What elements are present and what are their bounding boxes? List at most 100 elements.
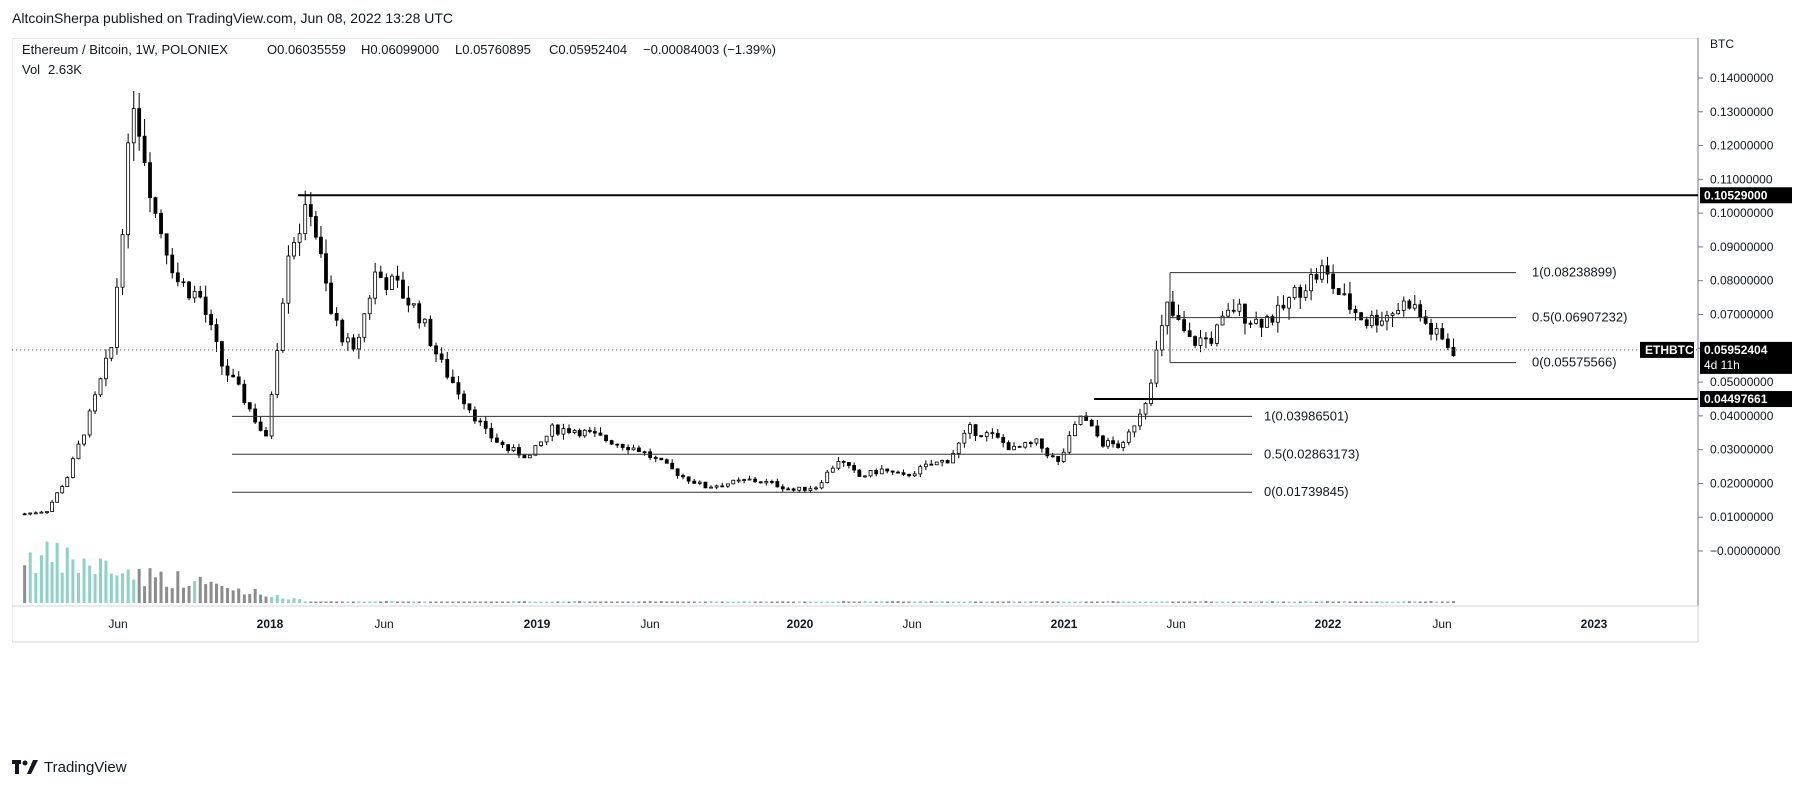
candle-body <box>995 432 1000 438</box>
candle-body <box>764 481 769 484</box>
last-price-badge: 0.05952404 4d 11h <box>1700 341 1792 374</box>
volume-bar <box>1232 601 1236 603</box>
volume-bar <box>522 601 526 603</box>
candle-body <box>1336 288 1341 295</box>
volume-bar <box>836 601 840 603</box>
volume-bar <box>665 601 669 603</box>
candle-body <box>1226 309 1231 317</box>
volume-bar <box>1342 601 1346 603</box>
volume-bar <box>104 560 108 603</box>
chart-svg[interactable]: Ethereum / Bitcoin, 1W, POLONIEX O0.0603… <box>11 37 1812 744</box>
volume-bar <box>1391 601 1395 603</box>
volume-bar <box>148 568 152 603</box>
volume-bar <box>528 601 532 603</box>
time-tick-label: 2019 <box>524 617 551 631</box>
candle-body <box>153 197 158 214</box>
candle-body <box>50 501 54 512</box>
time-axis-ticks: Jun 2018 Jun 2019 Jun 2020 Jun 2021 Jun 2022 Jun 20… <box>108 617 1607 631</box>
candle-body <box>93 394 97 412</box>
candle-body <box>747 478 752 481</box>
volume-bar <box>1375 601 1379 603</box>
footer-brand[interactable]: TradingView <box>12 756 127 778</box>
candle-body <box>1303 290 1308 298</box>
candle-body <box>462 393 466 405</box>
volume-bar <box>220 586 224 603</box>
volume-bar <box>159 571 163 603</box>
volume-bar <box>1309 601 1313 603</box>
volume-bar <box>324 601 328 603</box>
candle-body <box>1331 273 1336 289</box>
volume-bar <box>1287 601 1291 603</box>
candle-body <box>598 432 603 436</box>
fib-retracement-left[interactable]: 1(0.03986501) 0.5(0.02863173) 0(0.01739845… <box>232 408 1359 499</box>
candle-body <box>814 487 818 490</box>
candle-body <box>1385 315 1389 322</box>
candle-body <box>1143 403 1148 415</box>
volume-bar <box>831 601 835 603</box>
volume-bar <box>1018 601 1022 603</box>
time-tick-label: Jun <box>1166 617 1185 631</box>
volume-bar <box>121 573 125 603</box>
volume-bar <box>626 601 630 603</box>
volume-bar <box>193 581 197 603</box>
volume-bar <box>1007 601 1011 603</box>
volume-bar <box>715 601 719 603</box>
candle-body <box>308 204 313 217</box>
volume-bar <box>929 601 933 603</box>
volume-bar <box>1149 601 1153 603</box>
volume-bar <box>643 601 647 603</box>
candle-body <box>378 271 383 279</box>
volume-bar <box>1132 601 1136 603</box>
volume-bar <box>598 601 602 603</box>
volume-bar <box>863 601 867 603</box>
candle-body <box>979 435 984 437</box>
volume-bar <box>473 601 477 603</box>
candle-body <box>863 475 867 478</box>
candle-body <box>55 492 60 503</box>
volume-bar <box>951 601 955 603</box>
fib-retracement-right[interactable]: 1(0.08238899) 0.5(0.06907232) 0(0.05575566… <box>1169 265 1627 370</box>
volume-bar <box>924 601 928 603</box>
candle-body <box>1126 431 1131 443</box>
candle-body <box>1045 447 1050 457</box>
candle-body <box>1089 420 1094 427</box>
volume-bar <box>93 574 97 603</box>
volume-bar <box>209 581 213 603</box>
volume-bar <box>578 601 582 603</box>
candle-body <box>1440 328 1445 340</box>
candle-body <box>841 461 846 463</box>
candle-body <box>1111 440 1115 445</box>
volume-bar <box>1424 601 1428 603</box>
fib-right-label: 0.5(0.06907232) <box>1532 310 1627 325</box>
chart-area[interactable]: Ethereum / Bitcoin, 1W, POLONIEX O0.0603… <box>11 37 1812 744</box>
volume-bar <box>132 579 136 603</box>
price-tick-label: 0.04000000 <box>1710 409 1774 423</box>
resistance-badge: 0.10529000 <box>1700 187 1792 204</box>
candle-body <box>1298 286 1303 298</box>
volume-bar <box>309 601 313 603</box>
volume-bar <box>314 601 318 603</box>
candle-body <box>720 485 725 488</box>
candle-body <box>439 353 444 360</box>
volume-bar <box>270 597 274 603</box>
resistance-badge-text: 0.10529000 <box>1704 188 1768 202</box>
volume-bar <box>506 601 510 603</box>
volume-bars <box>23 541 1455 603</box>
volume-bar <box>1209 601 1213 603</box>
candle-body <box>780 486 785 490</box>
volume-bar <box>50 562 54 603</box>
volume-bar <box>1418 601 1422 603</box>
candle-body <box>1116 443 1121 448</box>
candle-body <box>225 365 230 376</box>
volume-bar <box>1188 601 1192 603</box>
volume-bar <box>1001 601 1005 603</box>
candle-body <box>417 303 422 324</box>
candle-body <box>912 473 917 477</box>
candle-body <box>511 447 516 452</box>
volume-bar <box>384 601 388 603</box>
price-tick-label: 0.01000000 <box>1710 510 1774 524</box>
candle-body <box>236 376 241 385</box>
volume-bar <box>676 601 680 603</box>
volume-bar <box>670 601 674 603</box>
volume-bar <box>445 601 449 603</box>
